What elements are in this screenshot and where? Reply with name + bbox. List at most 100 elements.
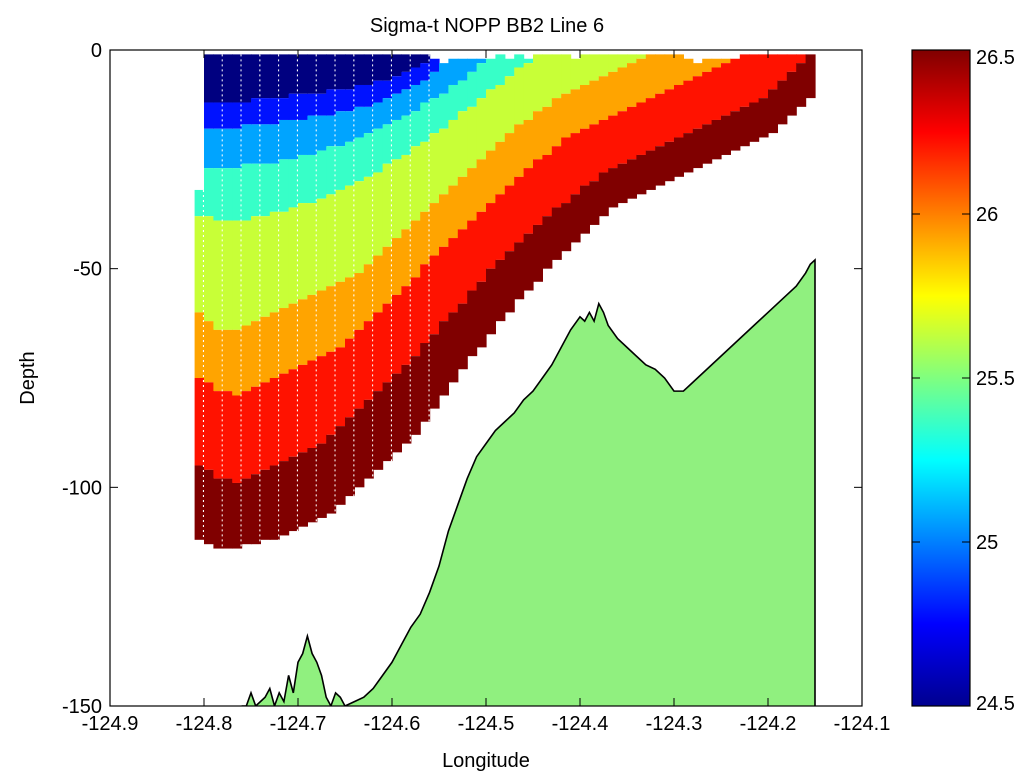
density-cell: [711, 119, 722, 160]
density-cell: [363, 133, 374, 177]
density-cell: [354, 84, 365, 107]
ctd-cast: [382, 54, 393, 540]
density-cell: [429, 133, 440, 204]
density-cell: [279, 461, 290, 536]
x-tick-label: -124.4: [552, 713, 609, 735]
density-cell: [269, 54, 280, 99]
density-cell: [636, 102, 647, 155]
density-cell: [429, 255, 440, 335]
density-cell: [721, 63, 731, 116]
density-cell: [401, 154, 412, 230]
density-cell: [251, 98, 261, 125]
density-cell: [222, 220, 233, 330]
density-cell: [645, 150, 656, 190]
ctd-cast: [739, 54, 750, 147]
density-cell: [786, 71, 797, 116]
density-cell: [420, 211, 431, 265]
density-cell: [279, 54, 290, 99]
density-cell: [363, 176, 374, 265]
density-cell: [645, 54, 656, 99]
density-cell: [194, 378, 205, 466]
density-cell: [589, 80, 600, 125]
ctd-cast: [204, 54, 214, 545]
density-cell: [401, 286, 412, 365]
density-cell: [514, 176, 525, 243]
y-tick-label: 0: [91, 40, 102, 62]
density-cell: [777, 80, 788, 125]
density-cell: [316, 115, 327, 151]
density-cell: [269, 163, 280, 212]
density-cell: [439, 63, 449, 94]
density-cell: [354, 273, 365, 330]
density-cell: [476, 98, 487, 160]
density-cell: [373, 172, 384, 256]
density-cell: [213, 329, 224, 392]
density-cell: [439, 93, 449, 129]
ctd-cast: [721, 58, 731, 155]
density-cell: [664, 54, 675, 90]
density-cell: [222, 168, 233, 221]
density-cell: [288, 119, 299, 160]
density-cell: [260, 316, 271, 383]
density-cell: [316, 150, 327, 199]
density-cell: [608, 54, 619, 72]
density-cell: [410, 146, 421, 221]
ctd-cast: [307, 54, 318, 593]
density-cell: [410, 84, 421, 112]
density-cell: [617, 54, 628, 68]
density-cell: [288, 54, 299, 94]
ctd-cast: [194, 189, 205, 580]
density-cell: [316, 93, 327, 116]
ctd-cast: [476, 58, 487, 348]
density-cell: [288, 207, 299, 304]
ctd-cast: [495, 54, 506, 322]
density-cell: [316, 290, 327, 357]
density-cell: [251, 54, 261, 99]
density-cell: [326, 146, 337, 195]
density-cell: [204, 216, 214, 322]
colorbar-tick-label: 26.5: [976, 47, 1015, 69]
ctd-cast: [279, 54, 290, 536]
density-cell: [533, 111, 543, 160]
density-cell: [269, 378, 280, 466]
density-cell: [439, 246, 449, 322]
ctd-cast: [674, 54, 684, 177]
density-cell: [570, 89, 581, 134]
density-cell: [448, 119, 459, 186]
ctd-cast: [335, 54, 346, 505]
density-cell: [298, 154, 308, 204]
density-cell: [232, 54, 243, 103]
density-cell: [222, 54, 233, 103]
density-cell: [307, 294, 318, 361]
density-cell: [410, 111, 421, 147]
density-cell: [448, 312, 459, 383]
density-cell: [373, 391, 384, 470]
density-cell: [335, 281, 346, 348]
density-cell: [542, 106, 553, 155]
density-cell: [636, 58, 647, 103]
density-cell: [316, 443, 327, 518]
density-cell: [307, 54, 318, 94]
density-cell: [711, 67, 722, 120]
density-cell: [298, 452, 308, 527]
ctd-cast: [467, 58, 478, 357]
colorbar-tick-label: 26: [976, 204, 998, 226]
density-cell: [401, 89, 412, 116]
density-cell: [392, 294, 402, 374]
ctd-cast: [222, 54, 233, 549]
ctd-cast: [288, 54, 299, 588]
y-tick-label: -150: [62, 696, 102, 718]
density-cell: [251, 321, 261, 387]
density-cell: [401, 71, 412, 90]
density-cell: [194, 465, 205, 540]
density-cell: [674, 54, 684, 85]
density-cell: [683, 80, 694, 134]
density-cell: [429, 98, 440, 134]
density-cell: [495, 259, 506, 322]
density-cell: [392, 238, 402, 295]
density-cell: [288, 456, 299, 532]
density-cell: [345, 417, 355, 497]
density-cell: [598, 172, 609, 217]
density-cell: [335, 426, 346, 505]
density-cell: [711, 58, 722, 68]
